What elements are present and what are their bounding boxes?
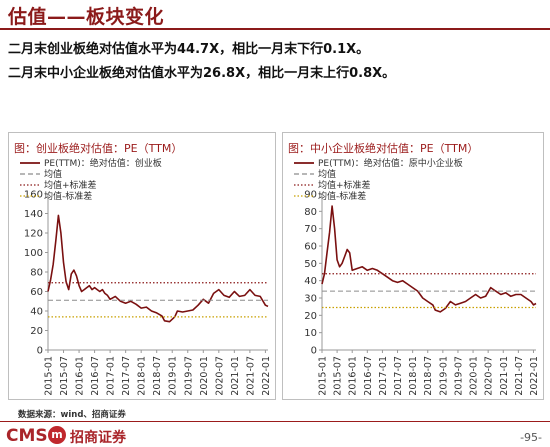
legend-label: 均值+标准差 — [44, 179, 97, 191]
y-tick-label: 40 — [304, 276, 317, 287]
y-tick-label: 50 — [304, 259, 317, 270]
series-line-pe — [321, 205, 537, 313]
y-tick-label: 80 — [304, 207, 317, 218]
y-tick-label: 90 — [304, 190, 317, 201]
brand-name: 招商证券 — [70, 430, 126, 446]
source-note: 数据来源：wind、招商证券 — [18, 410, 126, 420]
x-tick-label: 2016-07 — [363, 356, 374, 396]
x-tick-label: 2020-01 — [469, 356, 480, 396]
title-rule — [0, 28, 550, 30]
x-tick-label: 2016-01 — [348, 356, 359, 396]
x-tick-label: 2018-01 — [408, 356, 419, 396]
chart-chinext-pe: 0 20 40 60 80 100 120 140 160 2015-01 2015-07 2016-… — [8, 132, 276, 400]
x-tick-label: 2015-07 — [59, 356, 70, 396]
legend-label: 均值-标准差 — [44, 190, 92, 202]
y-tick-label: 0 — [311, 346, 317, 357]
x-tick-label: 2019-07 — [453, 356, 464, 396]
x-tick-label: 2020-01 — [199, 356, 210, 396]
x-tick-label: 2021-07 — [514, 356, 525, 396]
page-title: 估值——板块变化 — [8, 6, 165, 28]
chart-sme-pe: 0 10 20 30 40 50 60 70 80 90 2015-01 2015-07 2016-01… — [282, 132, 544, 400]
y-tick-label: 30 — [304, 294, 317, 305]
y-tick-label: 80 — [30, 268, 43, 279]
x-tick-label: 2018-07 — [152, 356, 163, 396]
y-tick-label: 120 — [24, 229, 43, 240]
y-tick-label: 0 — [37, 346, 43, 357]
y-tick-label: 140 — [24, 209, 43, 220]
x-tick-label: 2017-01 — [378, 356, 389, 396]
legend-label: 均值-标准差 — [318, 190, 366, 202]
x-tick-label: 2015-01 — [44, 356, 55, 396]
footer-rule — [0, 421, 550, 422]
legend-label: 均值 — [318, 168, 336, 180]
legend-label: 均值+标准差 — [318, 179, 371, 191]
legend-label: PE(TTM)：绝对估值：创业板 — [44, 157, 162, 169]
y-tick-label: 160 — [24, 190, 43, 201]
summary-line-2: 二月末中小企业板绝对估值水平为26.8X，相比一月末上行0.8X。 — [8, 66, 396, 81]
x-tick-label: 2021-01 — [499, 356, 510, 396]
y-tick-label: 10 — [304, 328, 317, 339]
y-tick-label: 70 — [304, 224, 317, 235]
y-tick-label: 100 — [24, 248, 43, 259]
x-tick-label: 2017-07 — [121, 356, 132, 396]
x-tick-label: 2018-07 — [423, 356, 434, 396]
summary-line-1: 二月末创业板绝对估值水平为44.7X，相比一月末下行0.1X。 — [8, 42, 370, 57]
chart-panel-chinext: 0 20 40 60 80 100 120 140 160 2015-01 2015-07 2016-… — [8, 132, 276, 400]
x-tick-label: 2022-01 — [261, 356, 272, 396]
y-tick-label: 60 — [304, 242, 317, 253]
x-tick-label: 2020-07 — [214, 356, 225, 396]
x-tick-label: 2018-01 — [137, 356, 148, 396]
x-tick-label: 2017-01 — [106, 356, 117, 396]
x-tick-label: 2016-01 — [75, 356, 86, 396]
y-tick-label: 40 — [30, 307, 43, 318]
chart-border — [8, 132, 276, 400]
legend-label: 均值 — [44, 168, 62, 180]
x-tick-label: 2015-07 — [333, 356, 344, 396]
page-number: -95- — [520, 431, 542, 444]
x-tick-label: 2022-01 — [529, 356, 540, 396]
x-tick-label: 2019-01 — [438, 356, 449, 396]
chart-panel-sme: 0 10 20 30 40 50 60 70 80 90 2015-01 2015-07 2016-01… — [282, 132, 544, 400]
cms-logo-text: CMS — [6, 426, 48, 446]
chart-title-sme: 图：中小企业板绝对估值：PE（TTM） — [288, 142, 479, 155]
chart-title-chinext: 图：创业板绝对估值：PE（TTM） — [14, 142, 183, 155]
y-tick-label: 20 — [30, 326, 43, 337]
cms-emblem-icon: m — [48, 426, 66, 444]
series-line-pe — [47, 214, 269, 323]
chart-border — [282, 132, 544, 400]
y-tick-label: 60 — [30, 287, 43, 298]
x-tick-label: 2015-01 — [318, 356, 329, 396]
x-tick-label: 2019-07 — [183, 356, 194, 396]
x-tick-label: 2021-07 — [245, 356, 256, 396]
x-tick-label: 2017-07 — [393, 356, 404, 396]
x-tick-label: 2021-01 — [230, 356, 241, 396]
y-tick-label: 20 — [304, 311, 317, 322]
legend-label: PE(TTM)：绝对估值：原中小企业板 — [318, 157, 463, 169]
x-tick-label: 2016-07 — [90, 356, 101, 396]
x-tick-label: 2019-01 — [168, 356, 179, 396]
x-tick-label: 2020-07 — [484, 356, 495, 396]
